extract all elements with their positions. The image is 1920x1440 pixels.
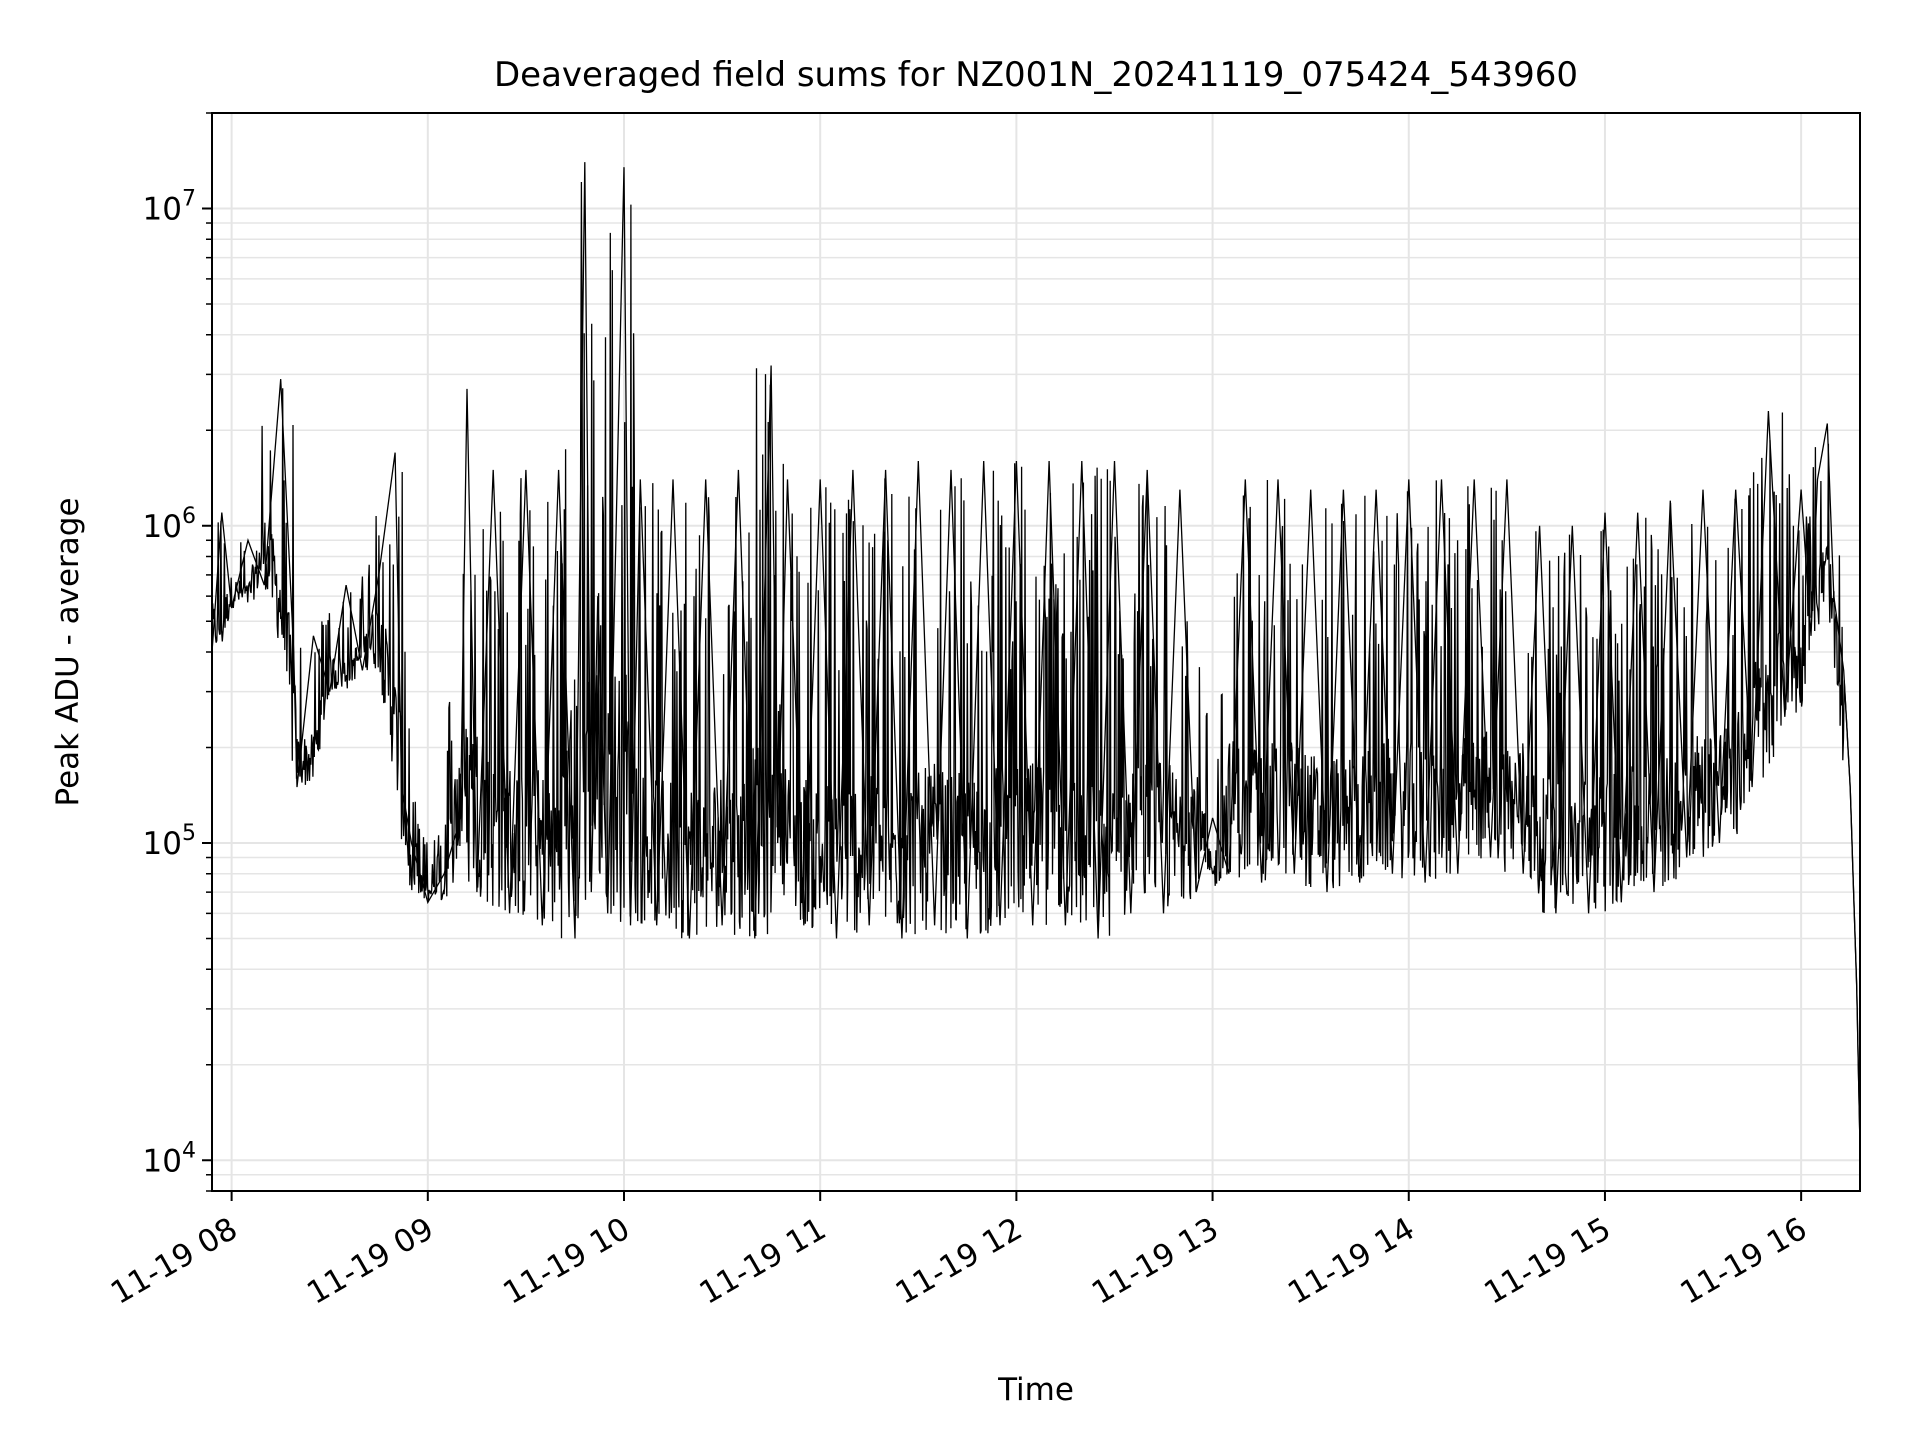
x-axis-label: Time (997, 1372, 1074, 1408)
y-axis-label: Peak ADU - average (50, 497, 86, 806)
y-tick-label: 107 (143, 187, 196, 228)
y-tick-base: 10 (143, 826, 182, 862)
y-tick-exponent: 6 (182, 504, 196, 529)
series-line (211, 181, 1861, 1148)
series-layer (211, 162, 1861, 1148)
y-tick-base: 10 (143, 509, 182, 545)
y-tick-exponent: 7 (182, 187, 196, 212)
y-tick-label: 105 (143, 821, 196, 862)
y-tick-label: 104 (143, 1138, 196, 1179)
y-tick-label: 106 (143, 504, 196, 545)
y-tick-base: 10 (143, 1143, 182, 1179)
y-tick-exponent: 5 (182, 821, 196, 846)
series-keyframe-line (211, 162, 1861, 1148)
chart-title: Deaveraged field sums for NZ001N_2024111… (494, 55, 1578, 95)
y-tick-base: 10 (143, 192, 182, 228)
y-tick-exponent: 4 (182, 1138, 196, 1163)
